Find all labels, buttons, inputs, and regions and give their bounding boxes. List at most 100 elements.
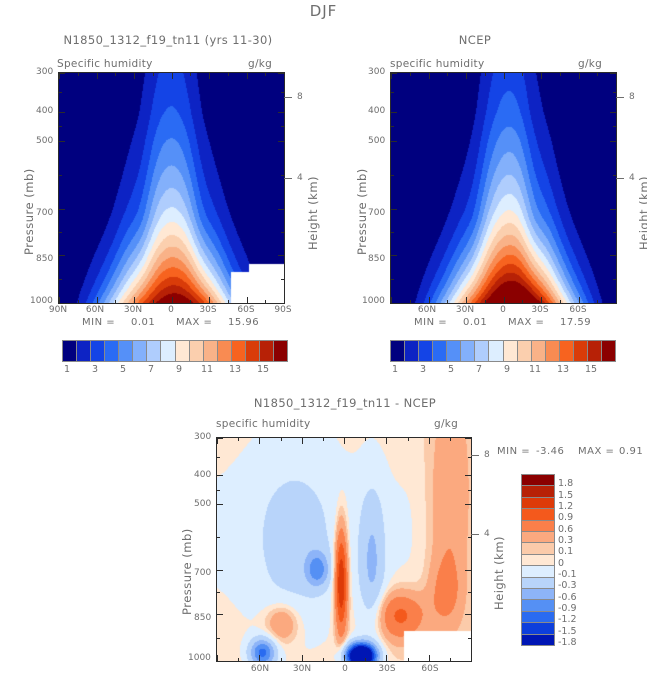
colorbar-swatch	[522, 553, 554, 566]
diff-ytick-400: 400	[194, 470, 212, 480]
diff-ytick-850: 850	[194, 613, 212, 623]
axis-tick	[217, 438, 218, 444]
obs-plot-area	[390, 72, 617, 304]
axis-tick	[408, 438, 409, 441]
diff-xtick-60N: 60N	[250, 664, 270, 674]
axis-tick	[613, 92, 616, 93]
diff-xtick-60S: 60S	[421, 664, 439, 674]
model-y2-axis-title: Height (km)	[306, 175, 320, 250]
axis-tick	[217, 504, 223, 505]
colorbar-swatch	[118, 341, 133, 361]
model-cbtick-11: 11	[200, 364, 214, 375]
axis-tick	[217, 475, 223, 476]
obs-units-label: g/kg	[578, 58, 603, 70]
obs-cbtick-13: 13	[556, 364, 570, 375]
obs-cbtick-11: 11	[528, 364, 542, 375]
axis-tick	[466, 73, 467, 79]
model-y-axis-title: Pressure (mb)	[22, 168, 36, 255]
obs-y2-axis-title: Height (km)	[637, 175, 647, 250]
colorbar-swatch	[522, 519, 554, 532]
colorbar-swatch	[132, 341, 147, 361]
colorbar-swatch	[244, 341, 259, 361]
diff-colorbar-tick: -1.2	[558, 614, 577, 626]
model-ytick-500: 500	[36, 136, 54, 146]
model-cbtick-7: 7	[147, 364, 155, 375]
obs-xtick-60S: 60S	[569, 305, 587, 315]
model-ytick-850: 850	[36, 254, 54, 264]
obs-cbtick-9: 9	[503, 364, 511, 375]
axis-tick	[302, 655, 303, 661]
colorbar-swatch	[104, 341, 119, 361]
height-axis-tick	[616, 97, 624, 98]
colorbar-swatch	[522, 576, 554, 589]
axis-tick	[172, 297, 173, 303]
axis-tick	[281, 232, 284, 233]
diff-min-label: MIN =	[497, 446, 531, 457]
diff-colorbar-tick: -0.6	[558, 591, 577, 603]
axis-tick	[115, 300, 116, 303]
axis-tick	[541, 73, 542, 79]
axis-tick	[391, 279, 394, 280]
axis-tick	[468, 638, 471, 639]
axis-tick	[59, 73, 60, 79]
axis-tick	[78, 300, 79, 303]
colorbar-swatch	[460, 341, 475, 361]
axis-tick	[190, 73, 191, 76]
diff-y2-axis-title: Height (km)	[492, 535, 506, 610]
model-colorbar	[62, 340, 288, 362]
diff-variable-label: specific humidity	[216, 418, 311, 430]
axis-tick	[323, 438, 324, 441]
diff-colorbar-tick: 0.9	[558, 512, 574, 524]
axis-tick	[391, 175, 394, 176]
axis-tick	[391, 73, 397, 74]
axis-tick	[238, 438, 239, 441]
axis-tick	[386, 655, 387, 661]
axis-tick	[59, 112, 65, 113]
colorbar-swatch	[600, 341, 615, 361]
obs-y2tick-4: 4	[629, 173, 635, 183]
axis-tick	[59, 297, 60, 303]
axis-tick	[613, 175, 616, 176]
axis-tick	[610, 303, 616, 304]
axis-tick	[59, 175, 62, 176]
colorbar-swatch	[216, 341, 231, 361]
axis-tick	[391, 303, 397, 304]
colorbar-swatch	[586, 341, 601, 361]
model-contour-field	[59, 73, 284, 303]
colorbar-swatch	[474, 341, 489, 361]
axis-tick	[247, 297, 248, 303]
axis-tick	[391, 255, 397, 256]
axis-tick	[302, 438, 303, 444]
axis-tick	[281, 126, 284, 127]
model-cbtick-1: 1	[63, 364, 71, 375]
axis-tick	[465, 570, 471, 571]
model-cbtick-5: 5	[119, 364, 127, 375]
axis-tick	[391, 232, 394, 233]
axis-tick	[522, 300, 523, 303]
axis-tick	[217, 614, 223, 615]
axis-tick	[190, 300, 191, 303]
axis-tick	[613, 279, 616, 280]
axis-tick	[217, 490, 220, 491]
axis-tick	[365, 658, 366, 661]
diff-colorbar-tick: -0.9	[558, 603, 577, 614]
axis-tick	[465, 438, 471, 439]
model-min-value: 0.01	[131, 317, 156, 328]
axis-tick	[616, 73, 617, 79]
axis-tick	[471, 438, 472, 444]
axis-tick	[209, 73, 210, 79]
axis-tick	[278, 303, 284, 304]
axis-tick	[465, 661, 471, 662]
obs-ytick-400: 400	[368, 106, 386, 116]
axis-tick	[59, 141, 65, 142]
model-xtick-90S: 90S	[274, 305, 292, 315]
diff-colorbar-tick: 0.6	[558, 523, 574, 535]
axis-tick	[278, 209, 284, 210]
axis-tick	[238, 658, 239, 661]
colorbar-swatch	[404, 341, 419, 361]
axis-tick	[410, 300, 411, 303]
diff-y2tick-8: 8	[484, 450, 490, 460]
diff-colorbar-tick: -0.1	[558, 569, 577, 580]
model-max-value: 15.96	[228, 317, 260, 328]
diff-contour-field	[217, 438, 471, 661]
